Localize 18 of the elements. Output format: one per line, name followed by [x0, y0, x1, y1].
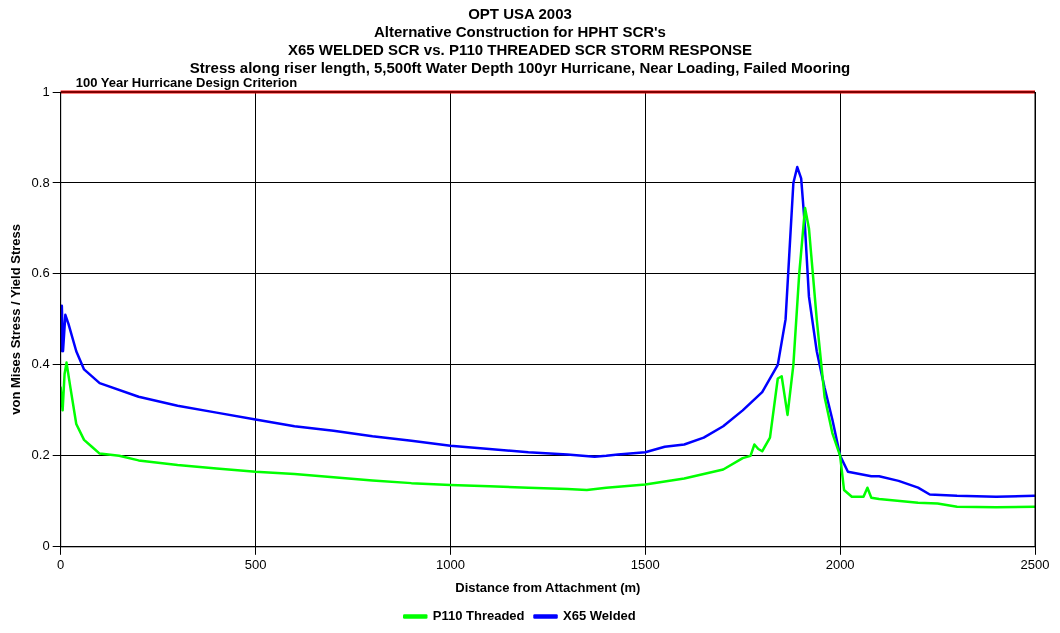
x-tick-label: 1000: [435, 557, 465, 573]
x-tick-label: 500: [244, 557, 267, 573]
chart-title: OPT USA 2003 Alternative Construction for HPHT SCR's X65 WELDED SCR vs. P110 THREADED SCR STORM RESPONSE Stress along riser length, 5,500ft Water Depth 100yr Hurricane, Near Loading, Failed Mooring: [189, 5, 851, 77]
x-tick-label: 0: [57, 557, 65, 573]
y-tick-label: 0: [42, 538, 50, 554]
ref-line-label: 100 Year Hurricane Design Criterion: [75, 75, 298, 91]
y-axis-title: von Mises Stress / Yield Stress: [8, 224, 24, 415]
x-tick-label: 2000: [825, 557, 855, 573]
legend-label: P110 Threaded: [432, 608, 525, 624]
x-tick-label: 2500: [1020, 557, 1050, 573]
y-tick-label: 0.4: [31, 356, 50, 372]
y-tick-label: 0.2: [31, 447, 50, 463]
y-tick-label: 1: [42, 83, 50, 99]
x-tick-label: 1500: [630, 557, 660, 573]
y-tick-label: 0.8: [31, 174, 50, 190]
y-tick-label: 0.6: [31, 265, 50, 281]
x-axis-title: Distance from Attachment (m): [455, 579, 641, 595]
legend-label: X65 Welded: [563, 608, 636, 624]
